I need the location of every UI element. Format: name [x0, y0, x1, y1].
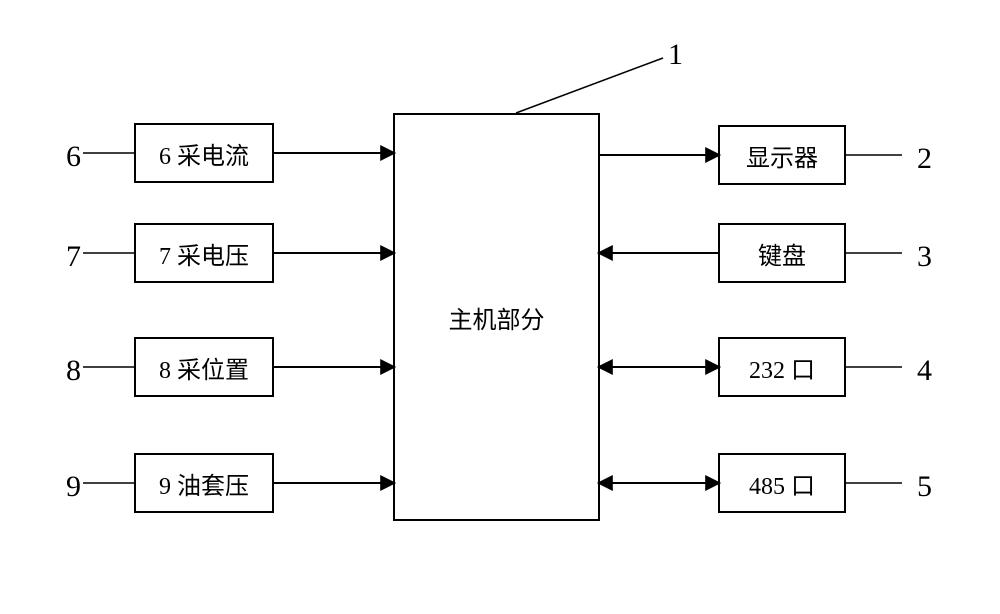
host-box: 主机部分: [393, 113, 600, 521]
leader-3-label: 3: [917, 240, 932, 274]
leader-8-label: 8: [66, 354, 81, 388]
leader-9-label: 9: [66, 470, 81, 504]
box-6: 6 采电流: [134, 123, 274, 183]
box-232: 232 口: [718, 337, 846, 397]
leader-1-line: [516, 58, 663, 113]
leader-2-label: 2: [917, 142, 932, 176]
box-7: 7 采电压: [134, 223, 274, 283]
leader-4-label: 4: [917, 354, 932, 388]
box-485: 485 口: [718, 453, 846, 513]
leader-5-label: 5: [917, 470, 932, 504]
diagram-canvas: 主机部分 6 采电流 7 采电压 8 采位置 9 油套压 显示器键盘 232 口 485 口 1…: [0, 0, 1000, 614]
box-display: 显示器: [718, 125, 846, 185]
box-keyboard: 键盘: [718, 223, 846, 283]
leader-1-label: 1: [668, 38, 683, 72]
box-8: 8 采位置: [134, 337, 274, 397]
leader-6-label: 6: [66, 140, 81, 174]
leader-7-label: 7: [66, 240, 81, 274]
box-9: 9 油套压: [134, 453, 274, 513]
